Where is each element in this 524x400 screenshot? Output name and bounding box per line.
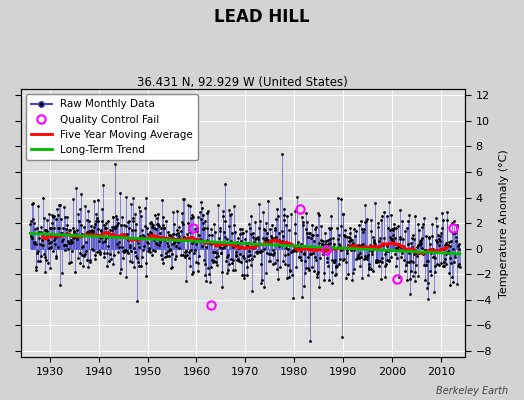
Text: Berkeley Earth: Berkeley Earth [436, 386, 508, 396]
Title: 36.431 N, 92.929 W (United States): 36.431 N, 92.929 W (United States) [137, 76, 348, 89]
Text: LEAD HILL: LEAD HILL [214, 8, 310, 26]
Legend: Raw Monthly Data, Quality Control Fail, Five Year Moving Average, Long-Term Tren: Raw Monthly Data, Quality Control Fail, … [26, 94, 198, 160]
Y-axis label: Temperature Anomaly (°C): Temperature Anomaly (°C) [499, 149, 509, 298]
